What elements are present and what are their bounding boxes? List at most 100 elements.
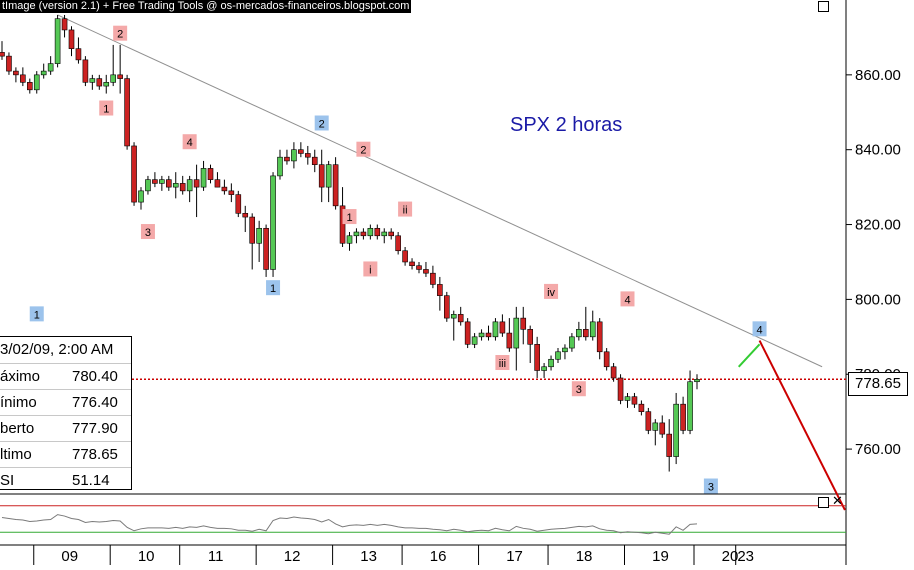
candle-body [520,317,527,330]
candle-body [0,52,5,57]
data-window-label: SI [0,472,15,489]
candle-body [652,422,659,431]
wave-label-box [752,321,767,337]
candle-body [589,321,596,338]
candle-body [631,396,638,405]
candle-body [506,332,513,349]
candle-body [485,332,492,338]
wave-label-text: 3 [708,482,714,494]
candle-body [471,336,478,345]
wave-label-box [182,134,197,150]
candle-body [638,403,645,412]
rsi-line [1,514,698,535]
chart-annotation-title: SPX 2 horas [510,114,623,136]
candle-body [193,179,200,188]
candle-body [499,321,506,334]
wave-label-text: 1 [270,283,276,295]
candle-body [596,321,603,353]
candle-body [304,153,311,158]
maximize-icon[interactable] [818,1,829,12]
projection-arrow [758,340,846,511]
candle-body [235,194,242,214]
candle-body [61,18,68,31]
wave-label-text: 1 [34,309,40,321]
x-tick-label: 16 [430,548,447,565]
wave-label-text: 4 [624,294,630,306]
data-window-label: berto [0,420,35,437]
candle-body [555,351,561,360]
candle-body [75,48,82,61]
wave-label-box [703,478,718,494]
data-window-row-low: ínimo 776.40 [0,389,131,415]
data-window-value: 777.90 [72,420,118,437]
data-window-row-rsi: SI 51.14 [0,467,131,493]
data-window-row-open: berto 777.90 [0,415,131,441]
wave-label-text: 3 [576,384,582,396]
x-tick-label: 11 [208,548,224,565]
candle-body [402,250,408,263]
candle-body [367,227,374,237]
candle-body [284,156,290,162]
candle-body [423,269,429,274]
wave-label-box [398,201,413,217]
candle-body [582,329,589,338]
wave-label-text: iii [499,358,506,370]
candle-body [562,347,568,353]
candle-body [291,149,297,162]
data-window-row-close: ltimo 778.65 [0,441,131,467]
data-window-panel: 3/02/09, 2:00 AM áximo 780.40 ínimo 776.… [0,336,132,490]
app-title: tImage (version 2.1) + Free Trading Tool… [2,0,410,12]
green-arrow [737,343,761,368]
candle-body [492,321,499,338]
candle-body [527,329,534,345]
x-tick-label: 09 [61,548,78,565]
wave-label-box [544,283,559,299]
data-window-label: ínimo [0,394,37,411]
candle-body [687,381,693,431]
candle-body [277,156,283,177]
data-window-label: áximo [0,368,41,385]
candle-body [298,149,304,154]
candle-body [89,78,96,83]
data-window-value: 776.40 [72,394,118,411]
maximize-icon[interactable] [818,497,829,508]
wave-label-text: 1 [103,104,109,116]
candle-body [318,164,325,188]
candle-body [138,190,144,203]
wave-label-box [571,381,586,397]
candle-body [353,231,360,237]
candle-body [478,332,485,338]
candle-body [645,411,652,431]
candle-body [40,70,47,76]
candle-body [110,74,116,83]
candle-body [228,190,235,195]
candle-body [82,59,89,83]
candle-body [513,317,520,349]
candle-body [256,227,262,244]
candle-body [47,63,54,72]
close-icon[interactable]: ✕ [832,493,843,508]
candle-body [172,183,179,188]
wave-label-box [363,261,378,277]
data-window-label: ltimo [0,446,32,463]
y-tick-label: 820.00 [855,217,901,234]
candle-body [346,235,353,244]
candle-body [673,403,679,457]
candle-body [33,74,40,91]
candle-body [249,216,255,244]
candle-body [395,235,401,252]
wave-label-text: ii [403,205,408,217]
data-window-row-high: áximo 780.40 [0,363,131,389]
wave-label-text: 2 [117,29,123,41]
candle-body [534,344,540,371]
wave-label-text: 4 [187,137,193,149]
candle-body [617,377,624,401]
wave-label-box [314,115,329,131]
wave-label-text: iv [547,287,555,299]
wave-label-box [342,209,357,225]
candle-body [457,314,464,323]
candle-body [20,74,26,83]
y-tick-label: 800.00 [855,291,901,308]
candle-body [569,336,575,349]
